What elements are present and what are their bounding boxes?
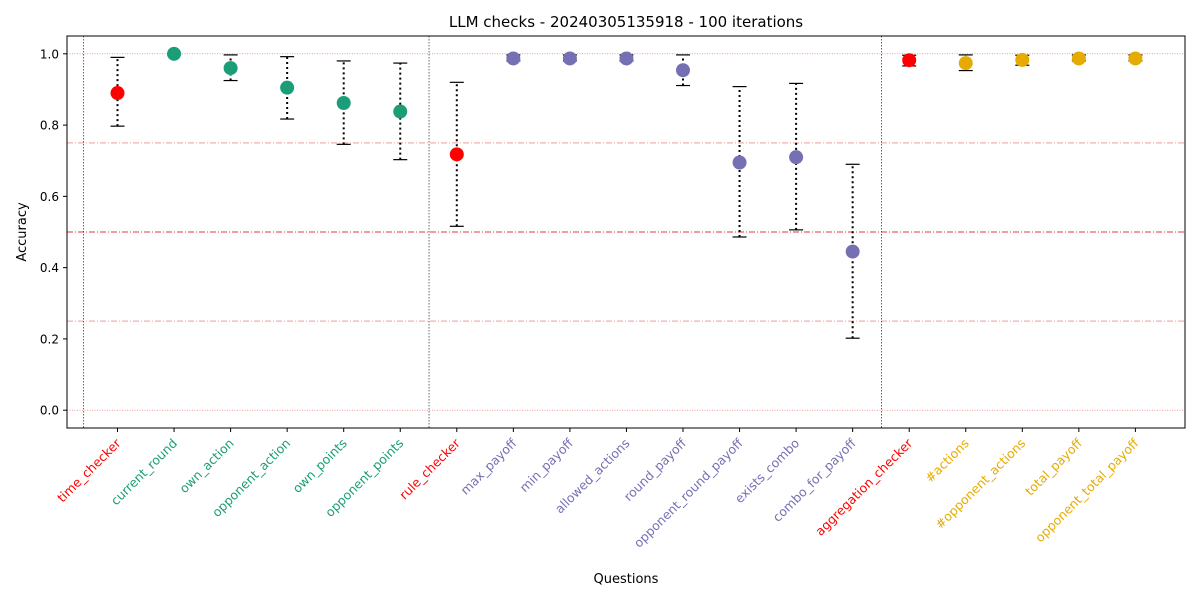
data-point — [845, 244, 860, 259]
x-tick-label: own_points — [289, 436, 349, 496]
y-tick-label: 0.2 — [40, 332, 59, 346]
x-tick-label: #actions — [922, 436, 972, 486]
x-tick-label: rule_checker — [396, 435, 463, 502]
plot-frame — [66, 35, 1186, 429]
data-point — [732, 155, 747, 170]
y-tick-label: 1.0 — [40, 47, 59, 61]
data-point — [449, 147, 464, 162]
data-point — [167, 46, 182, 61]
x-tick-label: opponent_total_payoff — [1032, 435, 1142, 545]
x-tick-label: max_payoff — [457, 435, 519, 497]
y-tick-label: 0.4 — [40, 261, 59, 275]
data-point — [676, 63, 690, 78]
x-tick-label: own_action — [176, 436, 236, 496]
data-point — [958, 56, 973, 71]
data-point — [902, 53, 917, 68]
y-axis-label: Accuracy — [15, 202, 30, 262]
x-tick-label: opponent_round_payoff — [631, 435, 746, 550]
x-tick-label: total_payoff — [1022, 435, 1085, 498]
data-point — [393, 104, 408, 119]
data-point — [1071, 51, 1086, 66]
data-point — [789, 150, 804, 165]
chart-title: LLM checks - 20240305135918 - 100 iterat… — [449, 13, 803, 31]
x-axis-label: Questions — [594, 572, 659, 587]
data-point — [506, 51, 521, 66]
data-point — [562, 51, 577, 66]
data-point — [1128, 51, 1143, 66]
data-point — [1015, 52, 1030, 67]
y-tick-label: 0.0 — [40, 404, 59, 418]
y-tick-label: 0.8 — [40, 119, 59, 133]
x-tick-label: min_payoff — [517, 435, 577, 495]
y-tick-label: 0.6 — [40, 190, 59, 204]
data-point — [110, 86, 125, 101]
data-point — [223, 61, 238, 76]
x-tick-label: aggregation_checker — [812, 435, 916, 539]
data-point — [619, 51, 634, 66]
data-point — [336, 95, 351, 110]
data-point — [280, 80, 295, 95]
